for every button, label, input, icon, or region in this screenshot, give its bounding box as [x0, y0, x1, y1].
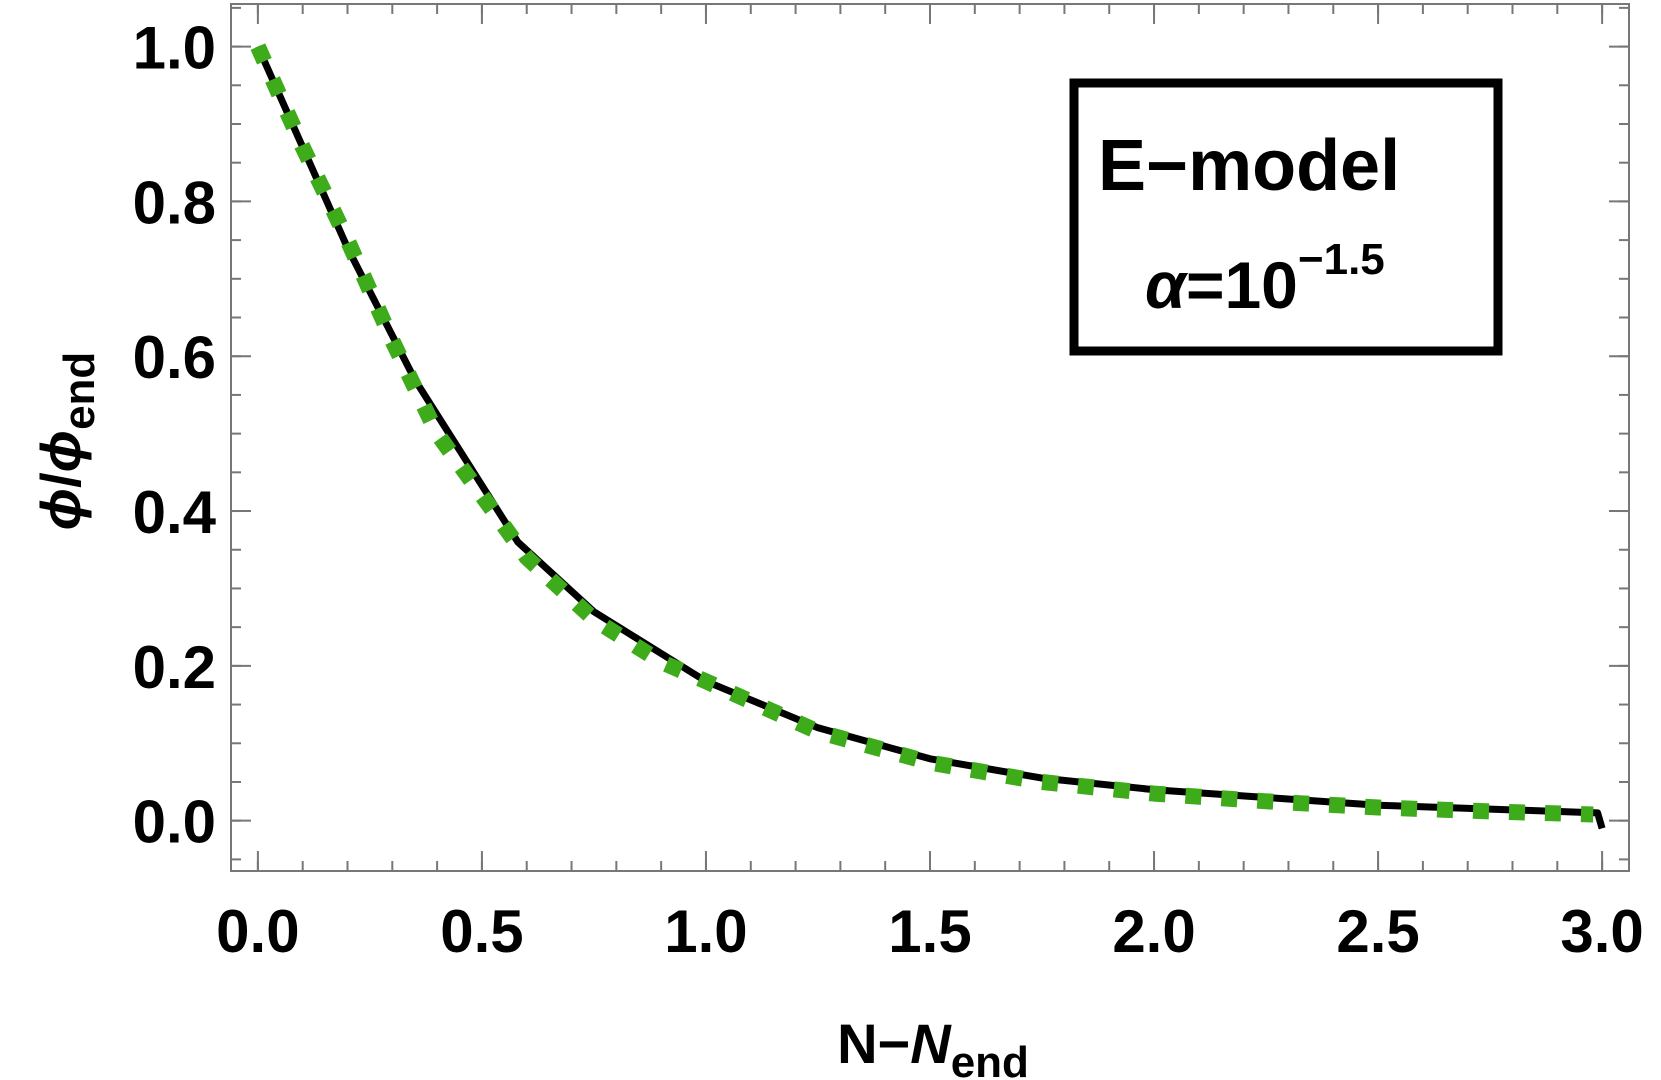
legend-alpha-symbol: α — [1145, 248, 1189, 322]
x-tick-label: 1.0 — [664, 898, 747, 965]
x-axis-label-italic: N — [910, 1012, 952, 1075]
x-tick-label: 0.0 — [216, 898, 299, 965]
x-tick-label: 1.5 — [888, 898, 971, 965]
legend-frame — [1069, 78, 1503, 356]
y-tick-label: 0.6 — [133, 324, 216, 391]
x-tick-label: 2.0 — [1112, 898, 1195, 965]
legend-alpha-value: =10 — [1186, 248, 1298, 322]
y-tick-label: 1.0 — [133, 15, 216, 82]
legend-alpha-exponent: −1.5 — [1298, 235, 1385, 284]
y-axis-label: ϕ/ϕend — [29, 352, 104, 531]
legend-box: E−model α=10−1.5 — [1069, 78, 1503, 356]
legend-model-label: E−model — [1098, 126, 1400, 206]
legend-alpha-label: α=10−1.5 — [1145, 235, 1385, 322]
series-layer — [250, 43, 1606, 830]
y-axis-label-sub: end — [55, 352, 104, 430]
x-axis-label-sub: end — [951, 1038, 1029, 1080]
y-tick-label: 0.0 — [133, 789, 216, 856]
y-axis-label-slash: / — [29, 472, 92, 488]
x-tick-label: 0.5 — [440, 898, 523, 965]
major-ticks — [231, 4, 1629, 871]
y-axis-label-phi: ϕ — [29, 488, 92, 530]
x-axis-label: N−Nend — [837, 1012, 1029, 1080]
x-tick-label: 2.5 — [1336, 898, 1419, 965]
y-tick-labels: 0.0 0.2 0.4 0.6 0.8 1.0 — [133, 15, 217, 856]
y-tick-label: 0.4 — [133, 479, 217, 546]
y-axis-label-phi-end: ϕ — [29, 430, 92, 472]
x-tick-label: 3.0 — [1560, 898, 1643, 965]
x-tick-labels: 0.0 0.5 1.0 1.5 2.0 2.5 3.0 — [216, 898, 1644, 965]
x-axis-label-main: N− — [837, 1012, 910, 1075]
y-tick-label: 0.2 — [133, 634, 216, 701]
y-tick-label: 0.8 — [133, 169, 216, 236]
